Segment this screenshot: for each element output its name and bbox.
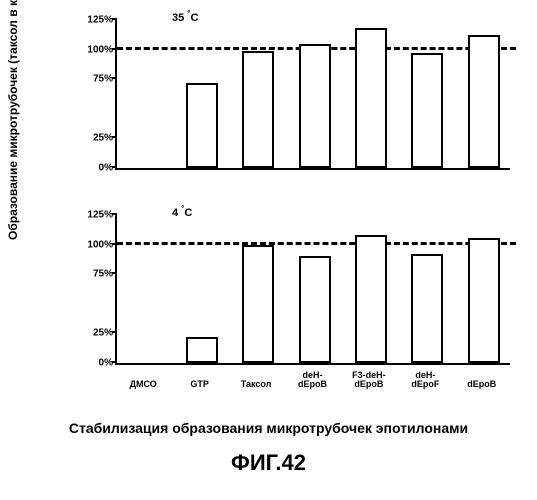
- y-tick-label: 100%: [87, 44, 117, 55]
- bar: [242, 51, 274, 168]
- x-tick-label: F3-deH-dEpoB: [352, 371, 386, 389]
- y-tick-label: 125%: [87, 15, 117, 26]
- bar: [299, 256, 331, 363]
- y-tick-label: 25%: [93, 328, 117, 339]
- bar: [411, 254, 443, 363]
- plot-area: 0%25%75%100%125%35 °C: [115, 20, 510, 170]
- y-tick-label: 75%: [93, 74, 117, 85]
- bar: [355, 28, 387, 168]
- temperature-label: 35 °C: [172, 12, 198, 24]
- y-tick-label: 0%: [99, 163, 117, 174]
- bar: [468, 35, 500, 168]
- y-tick-label: 125%: [87, 210, 117, 221]
- x-tick-label: ДМСО: [130, 380, 157, 389]
- chart-panel-35c: 0%25%75%100%125%35 °C: [85, 20, 515, 190]
- bar: [299, 44, 331, 168]
- x-tick-label: Таксол: [241, 380, 272, 389]
- x-axis-labels: ДМСОGTPТаксолdeH-dEpoBF3-deH-dEpoBdeH-dE…: [115, 365, 510, 385]
- y-tick-mark: [112, 331, 117, 333]
- y-tick-mark: [112, 18, 117, 20]
- x-tick-label: dEpoB: [467, 380, 496, 389]
- y-tick-label: 75%: [93, 269, 117, 280]
- y-axis-title: Образование микротрубочек (таксол в каче…: [6, 0, 20, 240]
- reference-line: [117, 242, 516, 245]
- temperature-label: 4 °C: [172, 207, 192, 219]
- plot-area: 0%25%75%100%125%4 °C: [115, 215, 510, 365]
- chart-panel-4c: 0%25%75%100%125%4 °CДМСОGTPТаксолdeH-dEp…: [85, 215, 515, 385]
- bar: [186, 83, 218, 168]
- y-tick-label: 100%: [87, 239, 117, 250]
- figure-caption: Стабилизация образования микротрубочек э…: [0, 420, 537, 436]
- bar: [186, 337, 218, 363]
- y-tick-label: 25%: [93, 133, 117, 144]
- y-tick-mark: [112, 166, 117, 168]
- figure-number: ФИГ.42: [0, 450, 537, 476]
- x-tick-label: GTP: [190, 380, 209, 389]
- bar: [411, 53, 443, 168]
- x-tick-label: deH-dEpoB: [298, 371, 327, 389]
- bar: [468, 238, 500, 364]
- y-tick-mark: [112, 77, 117, 79]
- y-tick-mark: [112, 136, 117, 138]
- bar: [242, 245, 274, 363]
- figure-container: Образование микротрубочек (таксол в каче…: [0, 0, 537, 500]
- bar: [355, 235, 387, 363]
- y-tick-mark: [112, 361, 117, 363]
- x-tick-label: deH-dEpoF: [411, 371, 439, 389]
- y-tick-mark: [112, 272, 117, 274]
- y-tick-mark: [112, 213, 117, 215]
